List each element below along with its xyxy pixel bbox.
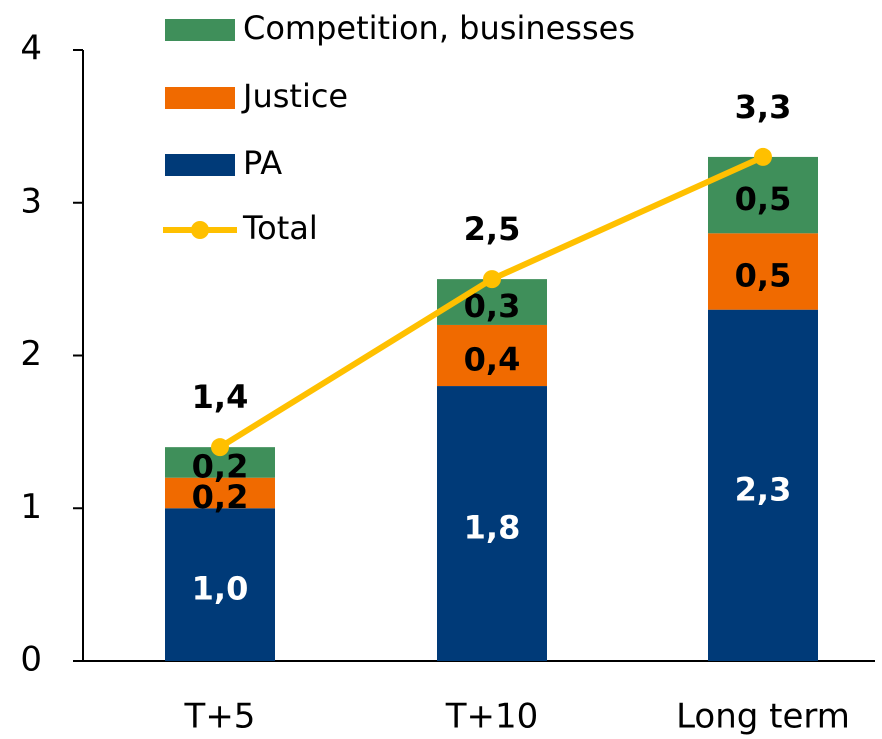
- y-tick-label: 1: [20, 487, 42, 527]
- y-tick-label: 0: [20, 640, 42, 680]
- total-label: 1,4: [192, 378, 249, 416]
- bar-segment: [708, 309, 818, 661]
- data-label: 0,2: [192, 478, 249, 516]
- bar-segment: [437, 386, 547, 661]
- data-label: 0,4: [464, 341, 521, 379]
- legend-swatch: [165, 19, 235, 41]
- bar-segment: [708, 156, 818, 234]
- bar-segment: [708, 233, 818, 310]
- total-label: 2,5: [464, 210, 521, 248]
- data-label: 1,8: [464, 509, 521, 547]
- legend-label: Total: [242, 209, 318, 247]
- x-tick-label: T+5: [184, 697, 256, 737]
- y-tick-label: 2: [20, 334, 42, 374]
- total-marker: [211, 438, 229, 457]
- y-tick-label: 4: [20, 29, 42, 69]
- bar-segment: [437, 324, 547, 387]
- data-label: 1,0: [192, 570, 249, 608]
- legend-swatch: [191, 221, 209, 239]
- bar-segment: [165, 477, 275, 509]
- legend-label: PA: [243, 144, 282, 182]
- total-label: 3,3: [735, 88, 792, 126]
- x-tick-label: Long term: [676, 697, 850, 737]
- legend-swatch: [165, 87, 235, 109]
- data-label: 0,5: [735, 256, 792, 294]
- total-marker: [754, 147, 772, 166]
- bar-segment: [165, 508, 275, 661]
- y-tick-label: 3: [20, 181, 42, 221]
- data-label: 2,3: [735, 470, 792, 508]
- legend-swatch: [165, 154, 235, 176]
- legend-label: Justice: [241, 77, 348, 115]
- x-tick-label: T+10: [445, 697, 539, 737]
- data-label: 0,5: [735, 180, 792, 218]
- total-marker: [483, 270, 501, 289]
- legend-label: Competition, businesses: [243, 9, 635, 47]
